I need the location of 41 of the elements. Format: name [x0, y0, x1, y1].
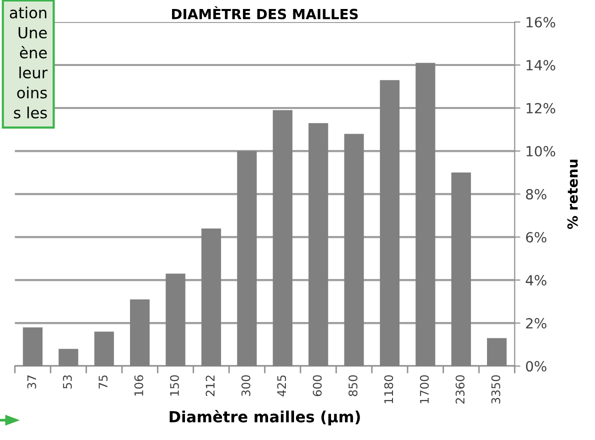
x-tick-label: 53 [62, 375, 72, 389]
bar [416, 62, 436, 366]
y-tick-label: 16% [526, 16, 556, 28]
bar [58, 348, 78, 366]
bar [344, 134, 364, 366]
x-tick-label: 300 [241, 375, 250, 396]
x-tick-label: 1180 [384, 375, 394, 404]
chart-title: DIAMÈTRE DES MAILLES [172, 6, 358, 20]
x-tick-label: 1700 [420, 375, 429, 404]
annotation: ation Une ène leur oins s les [10, 6, 48, 118]
y-tick-label: 10% [526, 146, 556, 157]
x-tick-label: 75 [98, 375, 108, 388]
y-axis-title: % retenu [567, 160, 578, 230]
y-tick-label: 0% [526, 361, 546, 372]
bar [237, 151, 257, 366]
bar [451, 172, 471, 366]
bar [22, 327, 43, 366]
x-axis-title: Diamètre mailles (µm) [170, 410, 360, 426]
y-tick-label: 14% [526, 60, 556, 70]
y-tick-label: 8% [526, 189, 546, 200]
y-tick-label: 2% [526, 318, 546, 329]
x-tick-label: 425 [277, 375, 286, 396]
x-tick-label: 2360 [456, 375, 465, 404]
x-tick-label: 106 [134, 375, 144, 396]
bar [201, 228, 222, 366]
bar [166, 274, 186, 366]
bar [308, 123, 328, 366]
x-tick-label: 600 [312, 375, 322, 396]
bar [130, 299, 150, 366]
bar [94, 332, 114, 366]
x-tick-label: 150 [170, 375, 179, 396]
y-tick-label: 12% [526, 102, 556, 114]
y-tick-label: 4% [526, 275, 546, 286]
bar [272, 110, 292, 366]
x-tick-label: 37 [27, 375, 36, 389]
x-tick-label: 212 [206, 376, 214, 396]
bar [380, 80, 400, 366]
y-tick-label: 6% [526, 232, 546, 243]
bar [487, 338, 507, 366]
x-tick-label: 850 [348, 375, 358, 396]
x-tick-label: 3350 [491, 375, 500, 404]
